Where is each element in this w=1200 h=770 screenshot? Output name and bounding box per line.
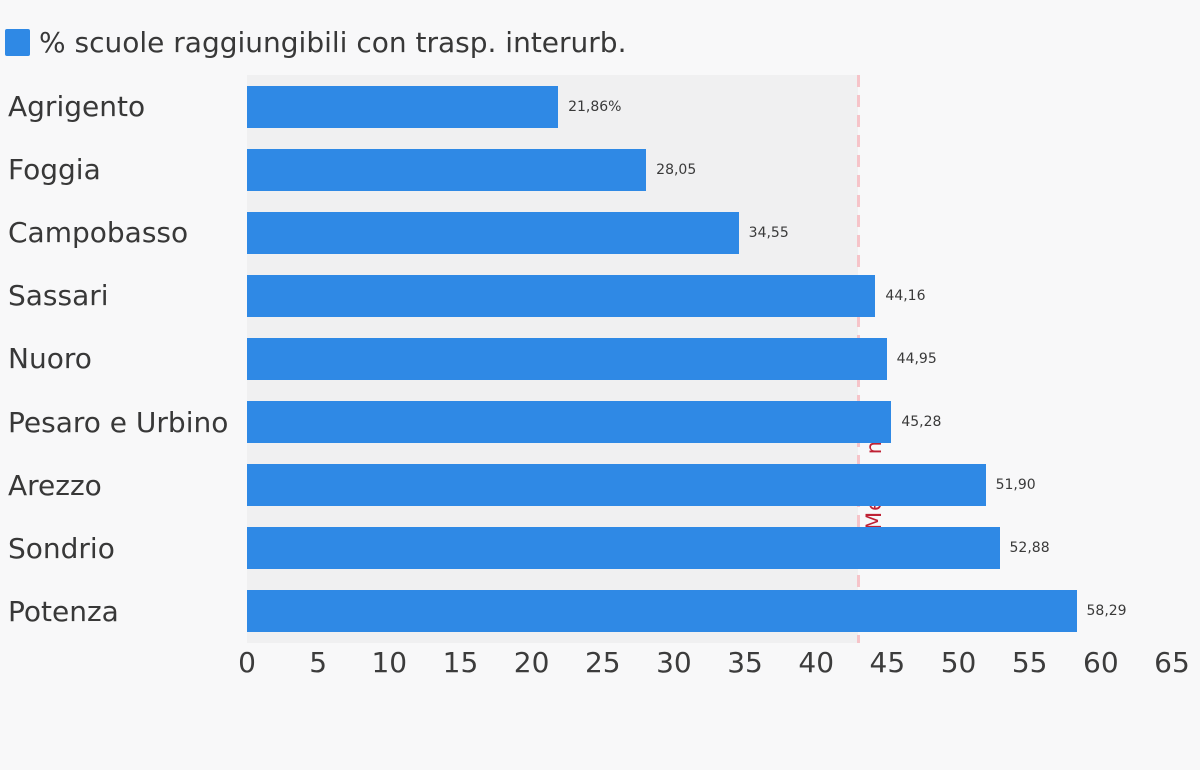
bar-value-label: 44,16 [885,287,926,304]
bar-value-label: 44,95 [896,351,937,367]
category-label: Arezzo [8,468,102,502]
legend-swatch-icon [5,29,30,56]
category-label: Nuoro [8,342,92,376]
x-tick-label: 15 [442,646,479,679]
x-tick-label: 20 [513,646,550,679]
x-tick-label: 60 [1083,646,1119,679]
bar-value-label: 28,05 [656,161,697,178]
x-tick-label: 5 [309,646,328,679]
bar-campobasso[interactable] [247,211,739,254]
bar-value-label: 34,55 [748,224,789,241]
bar-sondrio[interactable] [247,527,1000,570]
category-label: Foggia [8,153,101,187]
bar-pesaro-e-urbino[interactable] [247,401,892,444]
category-label: Sondrio [8,531,115,565]
x-tick-label: 50 [940,646,977,679]
category-label: Sassari [8,279,109,313]
bar-nuoro[interactable] [247,338,887,380]
x-tick-label: 30 [656,646,692,679]
category-label: Agrigento [8,90,146,124]
category-label: Campobasso [8,216,189,250]
bar-sassari[interactable] [247,274,876,317]
bar-potenza[interactable] [247,590,1077,633]
x-tick-label: 0 [238,646,256,679]
x-tick-label: 35 [727,646,763,679]
bar-value-label: 52,88 [1009,540,1050,557]
bar-value-label: 45,28 [901,414,942,431]
bar-foggia[interactable] [247,148,647,191]
bar-value-label: 58,29 [1086,603,1127,620]
category-label: Potenza [8,594,119,628]
bar-value-label: 21,86% [568,98,622,115]
x-tick-label: 10 [371,646,408,679]
x-tick-label: 25 [584,646,621,679]
x-axis: 0 5 10 15 20 25 30 35 40 45 50 55 60 65 [238,646,1190,686]
bar-arezzo[interactable] [247,464,986,507]
legend-item[interactable]: % scuole raggiungibili con trasp. interu… [5,26,626,59]
x-tick-label: 55 [1011,646,1048,679]
x-tick-label: 40 [798,646,835,679]
x-tick-label: 45 [869,646,906,679]
legend-label: % scuole raggiungibili con trasp. interu… [39,26,627,59]
category-label: Pesaro e Urbino [8,405,229,439]
bar-value-label: 51,90 [995,477,1036,494]
x-tick-label: 65 [1154,646,1190,679]
bar-agrigento[interactable] [247,85,559,128]
plot-area: Media naz. 21,86%28,0534,5544,1644,9545,… [247,75,1172,643]
